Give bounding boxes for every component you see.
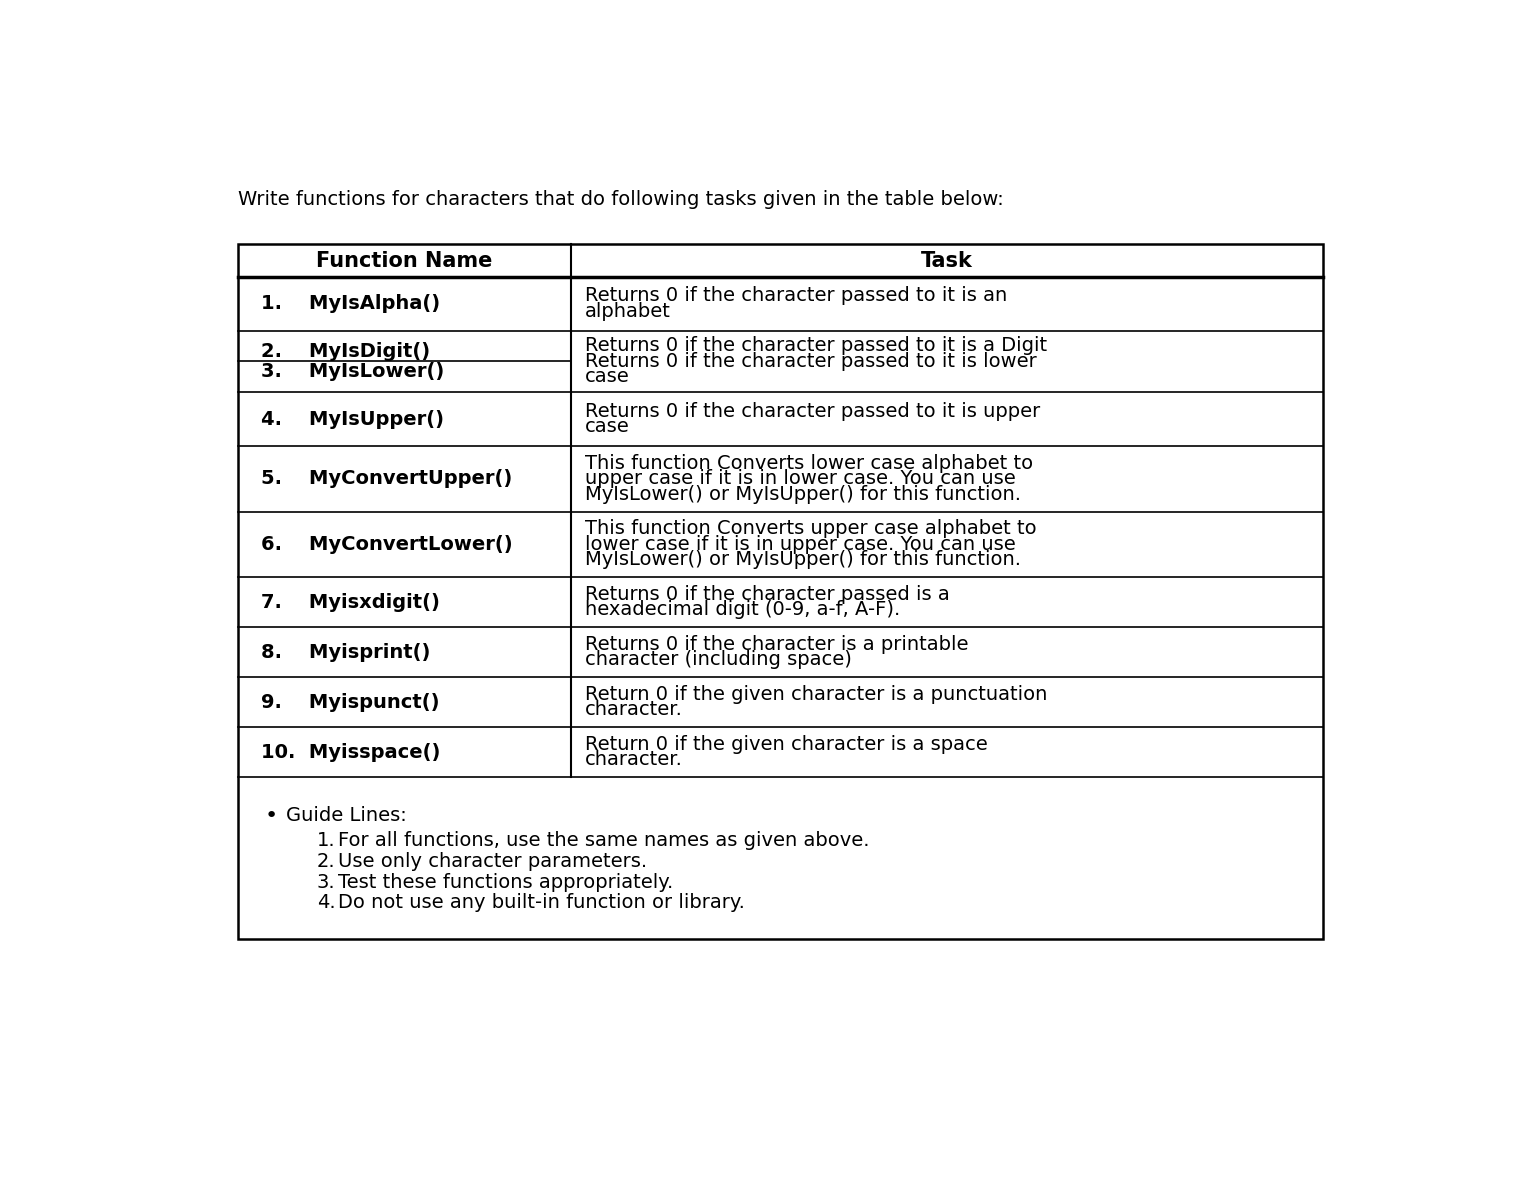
Text: Do not use any built-in function or library.: Do not use any built-in function or libr… bbox=[338, 893, 745, 912]
Text: Write functions for characters that do following tasks given in the table below:: Write functions for characters that do f… bbox=[237, 190, 1004, 209]
Bar bbox=[237, 244, 1323, 939]
Text: Returns 0 if the character passed to it is an: Returns 0 if the character passed to it … bbox=[584, 286, 1007, 305]
Text: 4.    MyIsUpper(): 4. MyIsUpper() bbox=[262, 410, 444, 429]
Text: 3.: 3. bbox=[317, 873, 335, 892]
Text: Return 0 if the given character is a space: Return 0 if the given character is a spa… bbox=[584, 734, 988, 754]
Text: upper case if it is in lower case. You can use: upper case if it is in lower case. You c… bbox=[584, 469, 1016, 488]
Text: character.: character. bbox=[584, 750, 682, 769]
Text: character (including space): character (including space) bbox=[584, 650, 852, 670]
Text: 3.    MyIsLower(): 3. MyIsLower() bbox=[262, 362, 444, 381]
Text: 1.    MyIsAlpha(): 1. MyIsAlpha() bbox=[262, 294, 441, 314]
Text: 10.  Myisspace(): 10. Myisspace() bbox=[262, 743, 441, 762]
Text: This function Converts lower case alphabet to: This function Converts lower case alphab… bbox=[584, 454, 1033, 472]
Text: Test these functions appropriately.: Test these functions appropriately. bbox=[338, 873, 673, 892]
Text: Guide Lines:: Guide Lines: bbox=[286, 807, 407, 826]
Text: 1.: 1. bbox=[317, 831, 335, 850]
Text: MyIsLower() or MyIsUpper() for this function.: MyIsLower() or MyIsUpper() for this func… bbox=[584, 484, 1021, 504]
Text: MyIsLower() or MyIsUpper() for this function.: MyIsLower() or MyIsUpper() for this func… bbox=[584, 551, 1021, 570]
Text: Returns 0 if the character is a printable: Returns 0 if the character is a printabl… bbox=[584, 635, 968, 654]
Text: Function Name: Function Name bbox=[317, 250, 493, 270]
Text: •: • bbox=[265, 807, 278, 827]
Text: character.: character. bbox=[584, 701, 682, 719]
Text: 6.    MyConvertLower(): 6. MyConvertLower() bbox=[262, 535, 513, 554]
Text: This function Converts upper case alphabet to: This function Converts upper case alphab… bbox=[584, 519, 1036, 538]
Text: Returns 0 if the character passed to it is lower: Returns 0 if the character passed to it … bbox=[584, 352, 1037, 371]
Text: Returns 0 if the character passed is a: Returns 0 if the character passed is a bbox=[584, 585, 950, 603]
Text: Returns 0 if the character passed to it is upper: Returns 0 if the character passed to it … bbox=[584, 401, 1040, 421]
Text: case: case bbox=[584, 417, 630, 436]
Text: Return 0 if the given character is a punctuation: Return 0 if the given character is a pun… bbox=[584, 685, 1048, 704]
Text: alphabet: alphabet bbox=[584, 302, 670, 321]
Text: 8.    Myisprint(): 8. Myisprint() bbox=[262, 643, 430, 661]
Text: 2.    MyIsDigit(): 2. MyIsDigit() bbox=[262, 341, 430, 361]
Text: 5.    MyConvertUpper(): 5. MyConvertUpper() bbox=[262, 469, 513, 488]
Text: 7.    Myisxdigit(): 7. Myisxdigit() bbox=[262, 593, 441, 612]
Text: Returns 0 if the character passed to it is a Digit: Returns 0 if the character passed to it … bbox=[584, 337, 1047, 356]
Text: 2.: 2. bbox=[317, 852, 335, 871]
Text: hexadecimal digit (0-9, a-f, A-F).: hexadecimal digit (0-9, a-f, A-F). bbox=[584, 600, 900, 619]
Text: Task: Task bbox=[921, 250, 973, 270]
Text: 4.: 4. bbox=[317, 893, 335, 912]
Text: lower case if it is in upper case. You can use: lower case if it is in upper case. You c… bbox=[584, 535, 1016, 554]
Text: For all functions, use the same names as given above.: For all functions, use the same names as… bbox=[338, 831, 871, 850]
Text: 9.    Myispunct(): 9. Myispunct() bbox=[262, 692, 439, 712]
Text: case: case bbox=[584, 368, 630, 386]
Text: Use only character parameters.: Use only character parameters. bbox=[338, 852, 647, 871]
